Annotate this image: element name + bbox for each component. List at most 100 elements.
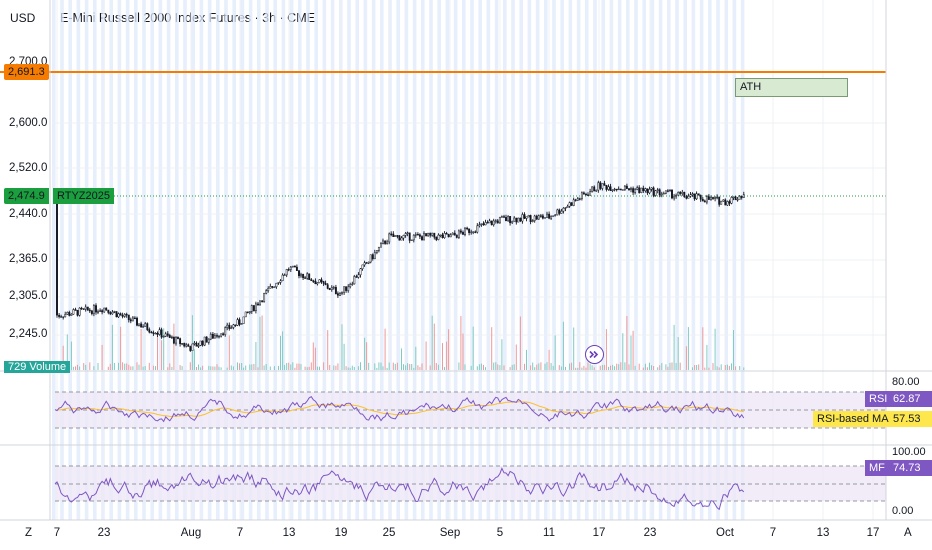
- candle-body: [90, 310, 93, 314]
- rsi-line: [54, 396, 745, 423]
- candle-body: [425, 233, 428, 237]
- volume-bar: [357, 366, 359, 370]
- volume-bar: [396, 362, 398, 370]
- candle-body: [605, 185, 608, 190]
- volume-bar: [191, 315, 193, 370]
- volume-bar: [193, 349, 195, 370]
- time-label: 7: [236, 527, 244, 539]
- volume-bar: [677, 337, 679, 370]
- volume-bar: [626, 316, 628, 370]
- candle-body: [443, 233, 446, 238]
- volume-bar: [585, 367, 587, 370]
- candle-body: [121, 314, 124, 317]
- candle-body: [617, 188, 620, 191]
- volume-bar: [448, 329, 450, 370]
- volume-bar: [462, 333, 464, 370]
- price-label-2440: 2,440.0: [9, 208, 48, 220]
- volume-bar: [284, 364, 286, 370]
- ath-label-box[interactable]: ATH: [735, 78, 848, 97]
- candle-body: [330, 287, 333, 290]
- volume-bar: [171, 366, 173, 370]
- candle-body: [326, 284, 329, 289]
- candle-body: [521, 214, 524, 222]
- candle-body: [402, 235, 405, 239]
- candle-body: [658, 189, 661, 196]
- candle-body: [683, 191, 686, 197]
- candle-body: [394, 235, 397, 237]
- volume-bar: [610, 365, 611, 370]
- candle-body: [277, 282, 280, 284]
- mfi-value-tag: 74.73: [889, 460, 932, 476]
- candle-body: [636, 187, 639, 190]
- candle-body: [675, 194, 678, 197]
- time-label: 23: [643, 527, 657, 539]
- candle-body: [710, 197, 712, 200]
- candle-body: [396, 235, 399, 237]
- candle-body: [568, 202, 571, 207]
- volume-bar: [575, 367, 577, 370]
- candle-body: [689, 194, 692, 197]
- volume-bar: [628, 364, 630, 370]
- volume-bar: [431, 315, 433, 370]
- candle-body: [117, 313, 120, 318]
- candle-body: [691, 193, 694, 196]
- volume-bar: [624, 362, 626, 370]
- candle-body: [628, 188, 630, 190]
- volume-bar: [442, 343, 443, 370]
- time-axis-left-button[interactable]: Z: [25, 527, 33, 539]
- volume-bar: [93, 366, 95, 370]
- candle-body: [730, 197, 733, 204]
- candle-body: [740, 196, 743, 198]
- volume-bar: [230, 365, 232, 370]
- goto-realtime-icon[interactable]: [585, 345, 604, 364]
- candle-body: [259, 300, 261, 306]
- candle-body: [634, 189, 637, 193]
- volume-bar: [140, 329, 142, 370]
- candle-body: [519, 217, 522, 222]
- volume-bar: [243, 367, 245, 370]
- volume-bar: [126, 363, 128, 370]
- candle-body: [390, 233, 393, 235]
- candle-body: [503, 216, 505, 218]
- candle-body: [224, 327, 227, 335]
- volume-bar: [329, 364, 331, 370]
- candle-body: [263, 293, 266, 302]
- candle-body: [62, 316, 65, 318]
- candle-body: [548, 213, 551, 219]
- candle-body: [607, 186, 610, 190]
- candle-body: [371, 254, 374, 260]
- volume-bar: [712, 363, 714, 370]
- candle-body: [654, 190, 657, 196]
- time-axis-auto-button[interactable]: A: [904, 527, 912, 539]
- volume-bar: [599, 365, 601, 370]
- candle-body: [187, 344, 190, 347]
- candle-body: [673, 195, 676, 199]
- rsi-value-tag: 62.87: [889, 391, 932, 407]
- volume-bar: [294, 367, 296, 370]
- candle-body: [619, 188, 622, 191]
- candle-body: [377, 246, 380, 251]
- candle-body: [213, 335, 216, 339]
- candle-body: [318, 279, 321, 283]
- candle-body: [160, 329, 163, 338]
- candle-body: [527, 215, 530, 218]
- volume-bar: [210, 366, 212, 370]
- candle-body: [226, 324, 229, 328]
- volume-bar: [113, 363, 115, 370]
- candle-body: [474, 231, 477, 233]
- volume-bar: [189, 362, 191, 370]
- candle-body: [361, 264, 364, 270]
- candle-body: [650, 187, 653, 190]
- candle-body: [164, 333, 167, 337]
- volume-bar: [552, 365, 554, 370]
- volume-bar: [605, 329, 607, 370]
- candle-body: [343, 286, 346, 293]
- volume-bar: [673, 324, 675, 370]
- volume-bar: [214, 366, 216, 370]
- volume-bar: [341, 324, 343, 370]
- volume-bar: [292, 362, 294, 370]
- candle-body: [279, 280, 282, 283]
- candle-body: [285, 269, 288, 276]
- volume-bar: [720, 364, 722, 370]
